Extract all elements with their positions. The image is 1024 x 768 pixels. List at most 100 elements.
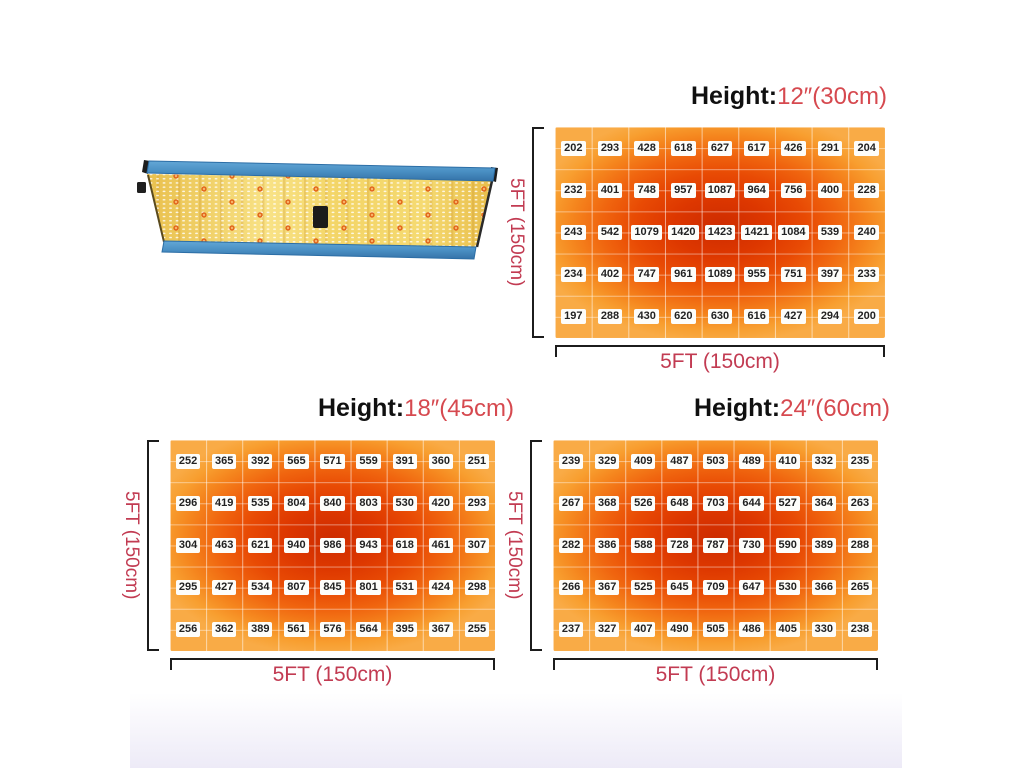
ppfd-cell: 237 (553, 609, 589, 651)
ppfd-cell: 590 (770, 524, 806, 566)
ppfd-cell: 263 (842, 482, 878, 524)
ppfd-value: 803 (356, 495, 381, 511)
ppfd-cell: 364 (806, 482, 842, 524)
ppfd-cell: 265 (842, 567, 878, 609)
ppfd-cell: 1089 (702, 254, 739, 296)
led-panel-image (137, 160, 498, 260)
ppfd-value: 293 (597, 140, 623, 156)
ppfd-value: 748 (634, 182, 659, 198)
ppfd-value: 525 (631, 580, 656, 596)
ppfd-value: 487 (667, 453, 692, 469)
ppfd-cell: 420 (423, 482, 459, 524)
ppfd-cell: 530 (770, 567, 806, 609)
ppfd-cell: 252 (170, 440, 206, 482)
ppfd-cell: 539 (812, 211, 849, 253)
ppfd-value: 616 (744, 309, 769, 325)
x-axis-label-12in: 5FT (150cm) (660, 350, 780, 373)
ppfd-cell: 294 (812, 296, 849, 338)
ppfd-value: 400 (817, 182, 843, 198)
ppfd-cell: 505 (697, 609, 733, 651)
ppfd-value: 588 (631, 537, 656, 553)
ppfd-cell: 1087 (702, 169, 739, 211)
ppfd-value: 296 (175, 495, 201, 511)
ppfd-cell: 503 (697, 440, 733, 482)
ppfd-cell: 709 (697, 567, 733, 609)
ppfd-value: 265 (847, 580, 873, 596)
ppfd-value: 360 (428, 453, 453, 469)
ppfd-cell: 645 (661, 567, 697, 609)
ppfd-cell: 332 (806, 440, 842, 482)
ppfd-cell: 801 (351, 567, 387, 609)
ppfd-value: 366 (811, 580, 836, 596)
ppfd-value: 401 (597, 182, 623, 198)
ppfd-value: 329 (594, 453, 620, 469)
ppfd-cell: 327 (589, 609, 625, 651)
ppfd-cell: 367 (589, 567, 625, 609)
ppfd-cell: 703 (697, 482, 733, 524)
ppfd-value: 590 (775, 537, 800, 553)
ppfd-value: 489 (739, 453, 764, 469)
ppfd-cell: 401 (592, 169, 629, 211)
height-value: 12″(30cm) (777, 83, 887, 110)
ppfd-cell: 367 (423, 609, 459, 651)
ppfd-cell: 197 (555, 296, 592, 338)
ppfd-value: 1421 (741, 224, 772, 240)
ppfd-value: 709 (703, 580, 728, 596)
ppfd-value: 234 (561, 267, 586, 283)
ppfd-cell: 542 (592, 211, 629, 253)
ppfd-value: 561 (284, 622, 309, 638)
ppfd-value: 1087 (704, 182, 736, 198)
ppfd-cell: 397 (812, 254, 849, 296)
ppfd-cell: 204 (848, 127, 885, 169)
ppfd-cell: 486 (734, 609, 770, 651)
ppfd-value: 627 (707, 140, 733, 156)
ppfd-value: 531 (392, 580, 417, 596)
ppfd-cell: 329 (589, 440, 625, 482)
ppfd-cell: 409 (625, 440, 661, 482)
ppfd-cell: 1421 (738, 211, 775, 253)
ppfd-cell: 564 (351, 609, 387, 651)
ppfd-cell: 588 (625, 524, 661, 566)
ppfd-cell: 730 (734, 524, 770, 566)
ppfd-cell: 747 (628, 254, 665, 296)
ppfd-cell: 296 (170, 482, 206, 524)
ppfd-cell: 293 (459, 482, 495, 524)
ppfd-cell: 561 (278, 609, 314, 651)
ppfd-value: 267 (558, 495, 584, 511)
ppfd-cell: 200 (848, 296, 885, 338)
ppfd-value: 288 (597, 309, 623, 325)
ppfd-value: 535 (248, 495, 273, 511)
ppfd-value: 291 (817, 140, 843, 156)
ppfd-cell: 424 (423, 567, 459, 609)
photo-background-tint (130, 693, 902, 768)
ppfd-value: 559 (356, 453, 381, 469)
x-axis-label-24in: 5FT (150cm) (655, 663, 776, 686)
y-axis-label-18in: 5FT (150cm) (121, 491, 142, 600)
ppfd-value: 1079 (631, 224, 662, 240)
ppfd-cell: 530 (387, 482, 423, 524)
ppfd-value: 368 (594, 495, 620, 511)
ppfd-cell: 804 (278, 482, 314, 524)
panel-center-box (313, 206, 328, 228)
ppfd-cell: 647 (734, 567, 770, 609)
ppfd-value: 332 (811, 453, 836, 469)
ppfd-cell: 291 (812, 127, 849, 169)
ppfd-value: 747 (634, 267, 659, 283)
height-label: Height: (694, 394, 781, 422)
ppfd-cell: 234 (555, 254, 592, 296)
ppfd-value: 730 (739, 537, 764, 553)
ppfd-value: 405 (775, 622, 800, 638)
ppfd-value: 1084 (778, 224, 809, 240)
ppfd-value: 576 (320, 622, 345, 638)
ppfd-value: 295 (175, 580, 201, 596)
ppfd-value: 256 (175, 622, 201, 638)
ppfd-value: 282 (558, 537, 584, 553)
ppfd-cell: 845 (314, 567, 350, 609)
ppfd-value: 728 (667, 537, 692, 553)
ppfd-value: 1089 (704, 267, 736, 283)
ppfd-cell: 238 (842, 609, 878, 651)
ppfd-cell: 559 (351, 440, 387, 482)
ppfd-cell: 282 (553, 524, 589, 566)
ppfd-cell: 243 (555, 211, 592, 253)
ppfd-value: 288 (847, 537, 873, 553)
